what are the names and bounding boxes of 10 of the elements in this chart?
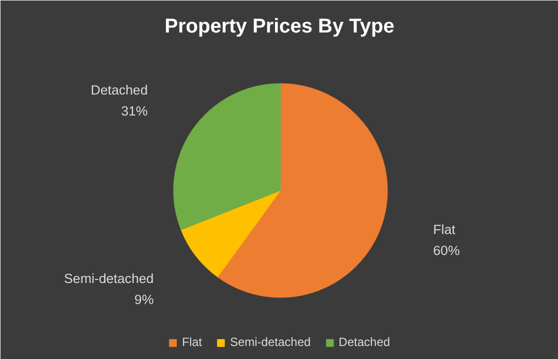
chart-title: Property Prices By Type — [164, 16, 394, 38]
slice-label: Detached — [90, 82, 148, 98]
data-label: 60% — [433, 243, 460, 258]
legend-label: Semi-detached — [230, 335, 311, 349]
legend-label: Flat — [182, 335, 202, 349]
legend-label: Detached — [338, 335, 390, 349]
data-label: 31% — [121, 103, 148, 118]
slice-label: Flat — [433, 222, 456, 238]
slice-label: Semi-detached — [64, 270, 154, 286]
data-label: 9% — [134, 292, 154, 307]
